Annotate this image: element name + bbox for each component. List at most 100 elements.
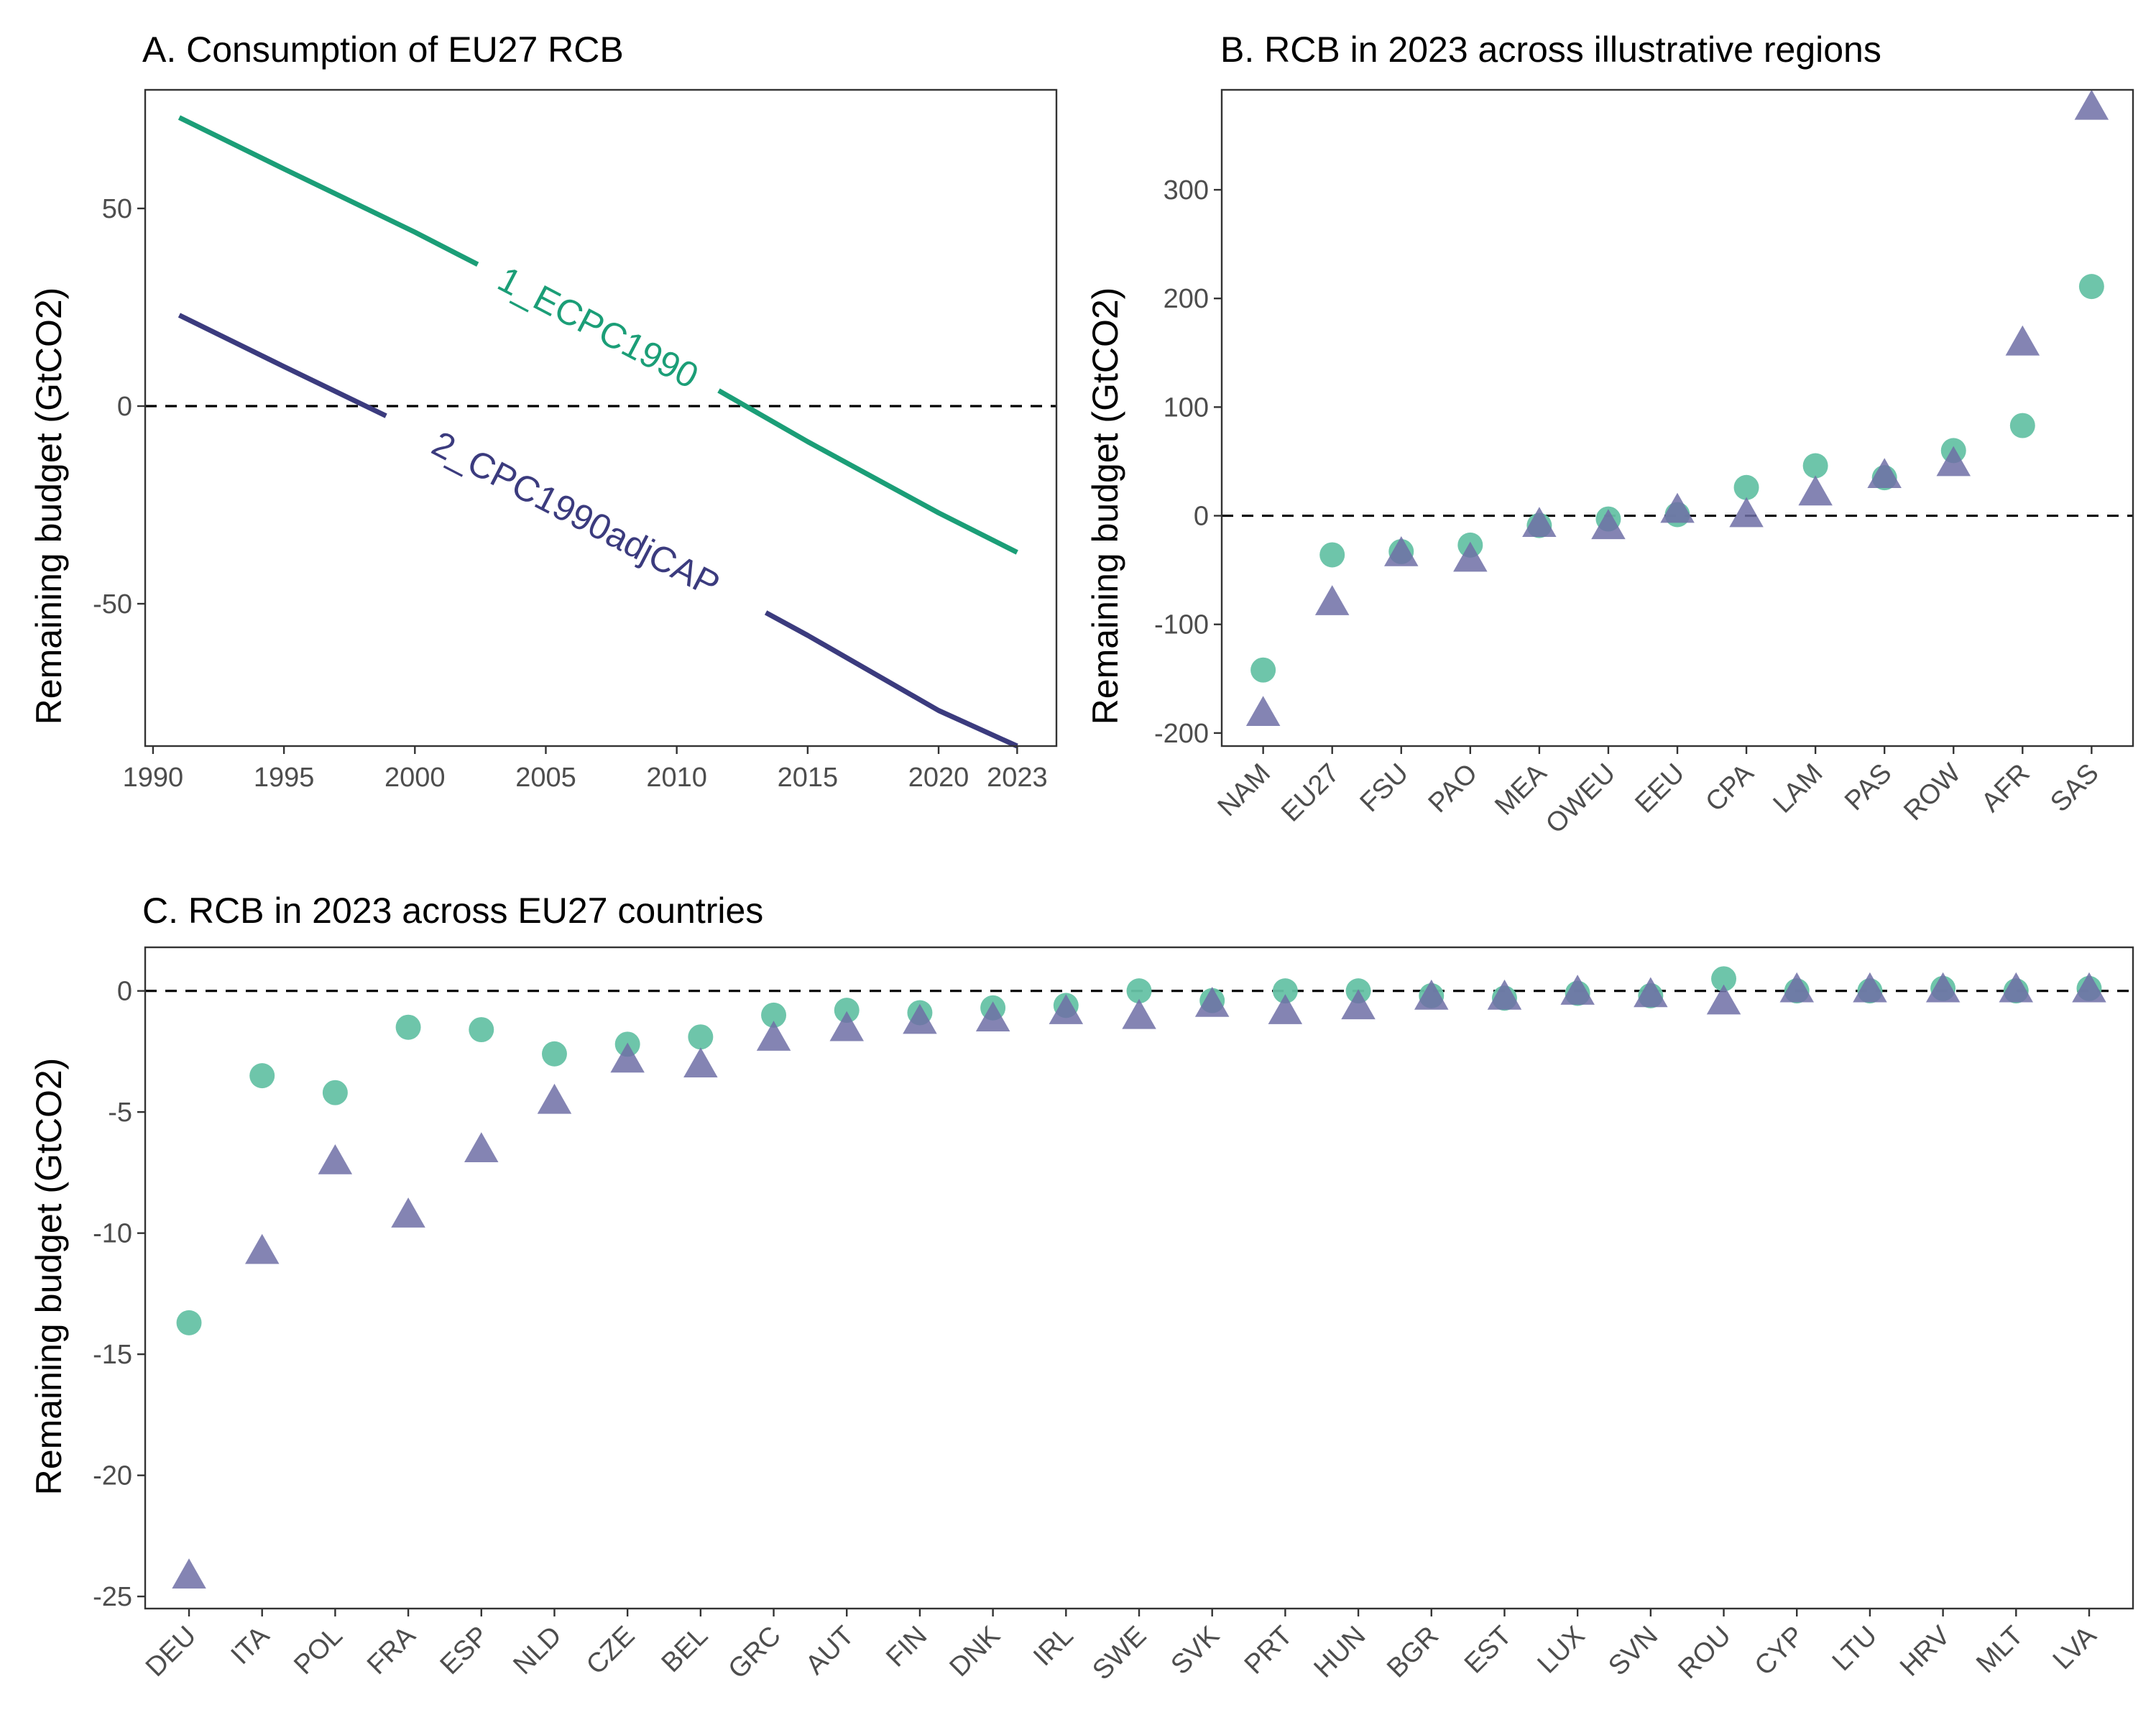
panel-b-x-tick-label-pas: PAS <box>1839 758 1897 816</box>
panel-b-triangle-point-oweu <box>1591 509 1626 540</box>
panel-b-triangle-point-pao <box>1453 541 1488 572</box>
panel-c-x-tick-label-bel: BEL <box>656 1621 714 1678</box>
panel-a-series: 1_ECPC1990 2_CPC1990adjCAP <box>178 115 1018 749</box>
panel-c-circle-point-deu <box>176 1310 202 1335</box>
panel-c-x-tick-label-svn: SVN <box>1603 1621 1664 1682</box>
panel-c-triangle-point-fra <box>391 1197 425 1228</box>
panel-a-x-tick-label: 2015 <box>778 763 839 793</box>
panel-c-y-tick-label: -15 <box>93 1340 132 1370</box>
panel-c-x-tick-label-deu: DEU <box>140 1621 202 1683</box>
panel-c-x-tick-label-rou: ROU <box>1672 1621 1736 1685</box>
panel-c-circle-point-pol <box>322 1080 348 1105</box>
panel-c-x-tick-label-svk: SVK <box>1166 1621 1225 1680</box>
panel-a-y-tick-label: 0 <box>117 392 132 422</box>
panel-b-y-tick-label: 100 <box>1164 392 1209 423</box>
panel-c-triangle-point-cyp <box>1779 972 1814 1003</box>
panel-b-x-tick-label-afr: AFR <box>1976 758 2035 818</box>
panel-c-triangle-point-fin <box>903 1003 937 1034</box>
panel-b-triangle-point-nam <box>1245 696 1281 726</box>
panel-b-y-axis: -200 -100 0 100 200 300 <box>1154 175 1222 749</box>
panel-b-x-tick-label-eu27: EU27 <box>1276 758 1345 828</box>
panel-b-x-tick-label-row: ROW <box>1898 758 1966 827</box>
panel-c-x-tick-label-irl: IRL <box>1028 1621 1079 1673</box>
panel-c-triangle-point-hrv <box>1925 972 1961 1003</box>
panel-c-x-tick-label-pol: POL <box>288 1621 348 1680</box>
panel-c-x-axis: DEU ITA POL FRA ESP NLD CZE BEL GRC AUT FIN DNK IRL S… <box>140 1609 2103 1686</box>
panel-b-circle-point-lam <box>1802 453 1828 479</box>
panel-c-circle-point-prt <box>1272 978 1298 1004</box>
panel-c-x-tick-label-cze: CZE <box>581 1621 640 1680</box>
panel-b-y-tick-label: -100 <box>1154 610 1209 640</box>
panel-b-x-tick-label-eeu: EEU <box>1629 758 1690 819</box>
panel-a-consumption-chart: A. Consumption of EU27 RCB Remaining bud… <box>29 29 1058 793</box>
panel-c-triangle-point-pol <box>318 1144 353 1174</box>
panel-b-plot-frame <box>1220 88 2134 748</box>
panel-c-triangle-point-bgr <box>1414 979 1449 1010</box>
panel-b-points <box>1245 89 2109 726</box>
panel-a-plot-frame <box>144 88 1058 748</box>
panel-c-triangle-point-svn <box>1634 977 1668 1008</box>
panel-c-x-tick-label-hrv: HRV <box>1894 1620 1956 1682</box>
panel-a-x-axis: 1990 1995 2000 2005 2010 2015 2020 2023 <box>123 746 1048 793</box>
panel-b-triangle-point-afr <box>2005 325 2040 356</box>
panel-c-y-tick-label: -5 <box>108 1098 132 1128</box>
panel-a-series-line-2-end <box>764 610 1018 749</box>
panel-b-triangle-point-cpa <box>1729 497 1764 528</box>
panel-c-circle-point-bel <box>688 1024 714 1050</box>
panel-c-triangle-point-lux <box>1560 975 1595 1005</box>
panel-c-triangle-point-ltu <box>1853 972 1887 1003</box>
panel-c-points <box>172 966 2106 1589</box>
panel-c-circle-point-esp <box>469 1017 494 1043</box>
panel-c-triangle-point-cze <box>610 1042 645 1073</box>
panel-b-x-tick-label-pao: PAO <box>1423 758 1483 819</box>
panel-a-x-tick-label: 2000 <box>384 763 446 793</box>
panel-b-x-tick-label-oweu: OWEU <box>1540 758 1621 840</box>
panel-b-triangle-point-fsu <box>1384 536 1419 566</box>
panel-c-y-axis: -25 -20 -15 -10 -5 0 <box>93 977 145 1612</box>
panel-b-regions-chart: B. RCB in 2023 across illustrative regio… <box>1085 29 2134 840</box>
panel-c-x-tick-label-esp: ESP <box>435 1621 494 1680</box>
panel-c-y-tick-label: -20 <box>93 1461 132 1491</box>
panel-a-title: A. Consumption of EU27 RCB <box>142 29 624 70</box>
panel-c-triangle-point-irl <box>1049 994 1084 1024</box>
panel-c-x-tick-label-swe: SWE <box>1087 1621 1152 1686</box>
panel-a-y-axis-title: Remaining budget (GtCO2) <box>29 288 69 725</box>
panel-c-x-tick-label-ltu: LTU <box>1827 1621 1883 1677</box>
panel-a-x-tick-label: 2005 <box>515 763 576 793</box>
panel-c-triangle-point-esp <box>464 1132 499 1162</box>
panel-b-title: B. RCB in 2023 across illustrative regio… <box>1220 29 1881 70</box>
panel-a-series-line-1-start <box>178 115 479 267</box>
panel-b-y-tick-label: -200 <box>1154 719 1209 749</box>
panel-c-x-tick-label-prt: PRT <box>1239 1621 1299 1680</box>
panel-c-circle-point-grc <box>761 1002 787 1028</box>
panel-c-x-tick-label-hun: HUN <box>1309 1621 1372 1684</box>
panel-c-circle-point-rou <box>1711 966 1737 992</box>
panel-c-x-tick-label-lva: LVA <box>2047 1620 2103 1675</box>
panel-c-triangle-point-rou <box>1706 984 1741 1015</box>
panel-a-series-label-1: 1_ECPC1990 <box>492 259 705 396</box>
panel-c-triangle-point-bel <box>683 1047 718 1077</box>
panel-a-x-tick-label: 2010 <box>646 763 707 793</box>
panel-c-x-tick-label-grc: GRC <box>722 1621 786 1685</box>
panel-b-x-tick-label-cpa: CPA <box>1700 758 1759 817</box>
panel-c-triangle-point-mlt <box>1999 972 2033 1003</box>
panel-b-x-tick-label-mea: MEA <box>1489 758 1552 821</box>
panel-c-x-tick-label-dnk: DNK <box>944 1621 1006 1683</box>
panel-b-triangle-point-row <box>1936 446 1971 477</box>
panel-b-x-tick-label-sas: SAS <box>2045 758 2104 818</box>
panel-c-countries-chart: C. RCB in 2023 across EU27 countries Rem… <box>29 891 2134 1686</box>
panel-b-triangle-point-eeu <box>1660 492 1695 523</box>
panel-b-circle-point-afr <box>2009 413 2035 438</box>
panel-a-y-tick-label: -50 <box>93 589 132 620</box>
panel-c-x-tick-label-est: EST <box>1459 1621 1518 1680</box>
panel-c-x-tick-label-fra: FRA <box>361 1620 422 1680</box>
panel-c-circle-point-nld <box>541 1041 567 1067</box>
panel-b-x-tick-label-lam: LAM <box>1768 758 1829 819</box>
panel-c-triangle-point-hun <box>1341 989 1376 1020</box>
panel-b-circle-point-eu27 <box>1319 542 1345 568</box>
panel-b-triangle-point-sas <box>2074 89 2109 120</box>
panel-c-x-tick-label-cyp: CYP <box>1749 1621 1810 1682</box>
panel-c-triangle-point-grc <box>756 1021 791 1051</box>
panel-b-circle-point-nam <box>1250 657 1276 683</box>
panel-a-y-axis: -50 0 50 <box>93 194 145 620</box>
